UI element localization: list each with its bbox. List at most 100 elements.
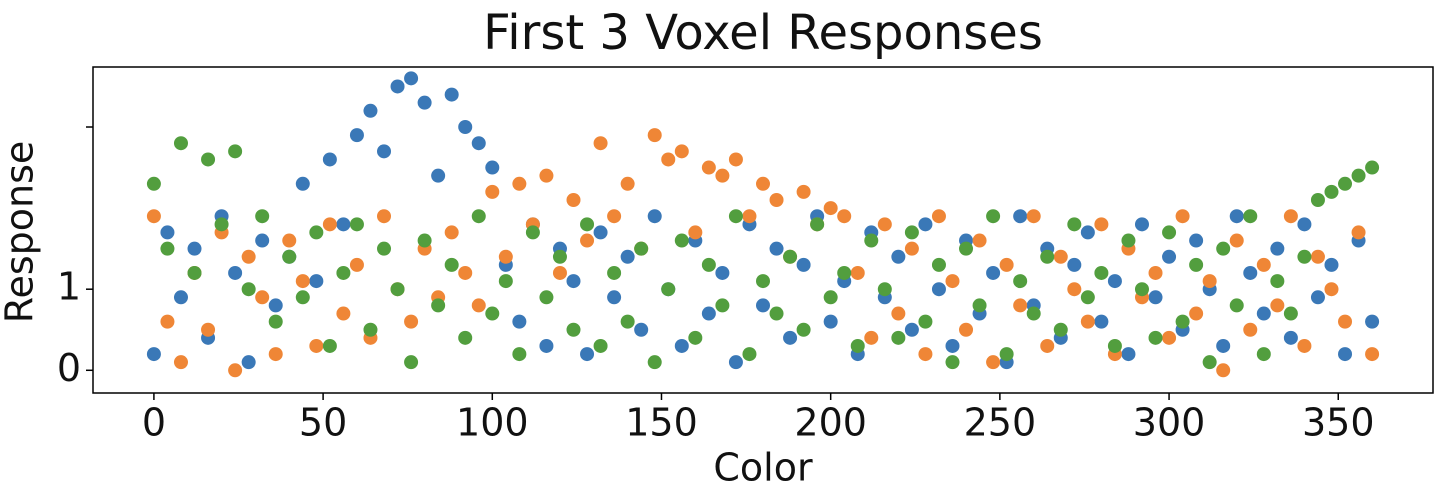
scatter-point: [1107, 274, 1122, 289]
scatter-point: [986, 265, 1001, 280]
scatter-point: [512, 314, 527, 329]
scatter-point: [187, 241, 202, 256]
scatter-point: [1283, 209, 1298, 224]
scatter-point: [173, 290, 188, 305]
scatter-point: [769, 192, 784, 207]
scatter-point: [1162, 330, 1177, 345]
scatter-point: [566, 322, 581, 337]
scatter-point: [1365, 347, 1380, 362]
scatter-point: [823, 201, 838, 216]
scatter-point: [891, 330, 906, 345]
scatter-point: [1148, 330, 1163, 345]
scatter-point: [1229, 298, 1244, 313]
scatter-point: [566, 192, 581, 207]
scatter-point: [417, 233, 432, 248]
scatter-point: [1365, 314, 1380, 329]
scatter-point: [1162, 225, 1177, 240]
scatter-point: [661, 152, 676, 167]
scatter-point: [146, 176, 161, 191]
scatter-point: [1297, 338, 1312, 353]
scatter-point: [173, 136, 188, 151]
scatter-point: [309, 274, 324, 289]
scatter-point: [1310, 290, 1325, 305]
scatter-point: [864, 233, 879, 248]
scatter-point: [1243, 209, 1258, 224]
scatter-point: [1080, 225, 1095, 240]
scatter-point: [1351, 225, 1366, 240]
scatter-point: [904, 241, 919, 256]
scatter-point: [349, 257, 364, 272]
scatter-point: [769, 306, 784, 321]
scatter-point: [877, 282, 892, 297]
scatter-point: [1365, 160, 1380, 175]
scatter-point: [268, 347, 283, 362]
scatter-point: [986, 355, 1001, 370]
scatter-point: [295, 290, 310, 305]
scatter-point: [1175, 314, 1190, 329]
scatter-point: [1297, 217, 1312, 232]
scatter-point: [1148, 265, 1163, 280]
scatter-point: [1283, 330, 1298, 345]
scatter-point: [701, 306, 716, 321]
scatter-point: [160, 314, 175, 329]
scatter-point: [458, 265, 473, 280]
scatter-point: [566, 274, 581, 289]
scatter-point: [728, 209, 743, 224]
scatter-point: [471, 298, 486, 313]
scatter-point: [295, 176, 310, 191]
scatter-point: [701, 257, 716, 272]
scatter-point: [1175, 209, 1190, 224]
scatter-point: [607, 265, 622, 280]
scatter-point: [1094, 314, 1109, 329]
scatter-point: [417, 95, 432, 110]
scatter-point: [228, 363, 243, 378]
scatter-point: [728, 152, 743, 167]
x-tick-label: 200: [794, 401, 867, 445]
scatter-point: [1256, 306, 1271, 321]
scatter-point: [756, 298, 770, 313]
scatter-point: [742, 347, 757, 362]
scatter-point: [918, 217, 933, 232]
scatter-point: [986, 209, 1001, 224]
scatter-point: [485, 160, 500, 175]
scatter-point: [363, 103, 378, 118]
scatter-point: [1121, 233, 1136, 248]
scatter-point: [1270, 298, 1285, 313]
scatter-point: [1270, 274, 1285, 289]
scatter-point: [241, 355, 256, 370]
scatter-point: [607, 209, 622, 224]
scatter-point: [1134, 282, 1149, 297]
scatter-point: [1202, 355, 1217, 370]
scatter-point: [512, 176, 527, 191]
scatter-point: [525, 225, 540, 240]
scatter-point: [1040, 338, 1055, 353]
scatter-point: [674, 338, 689, 353]
scatter-point: [268, 298, 283, 313]
scatter-point: [336, 265, 351, 280]
chart-title: First 3 Voxel Responses: [483, 5, 1043, 61]
scatter-point: [891, 306, 906, 321]
scatter-point: [823, 314, 838, 329]
scatter-point: [471, 136, 486, 151]
scatter-point: [620, 314, 635, 329]
scatter-point: [1162, 249, 1177, 264]
scatter-point: [187, 265, 202, 280]
scatter-point: [377, 209, 392, 224]
scatter-point: [485, 306, 500, 321]
scatter-point: [891, 249, 906, 264]
scatter-point: [268, 314, 283, 329]
scatter-point: [620, 249, 635, 264]
scatter-point: [201, 322, 216, 337]
scatter-point: [756, 176, 770, 191]
scatter-point: [877, 217, 892, 232]
scatter-point: [552, 265, 567, 280]
scatter-point: [1067, 282, 1082, 297]
scatter-point: [634, 241, 649, 256]
scatter-point: [796, 257, 811, 272]
scatter-point: [688, 225, 703, 240]
scatter-point: [1026, 306, 1041, 321]
scatter-point: [661, 282, 676, 297]
scatter-point: [945, 274, 960, 289]
scatter-point: [404, 355, 419, 370]
x-tick-label: 50: [299, 401, 347, 445]
